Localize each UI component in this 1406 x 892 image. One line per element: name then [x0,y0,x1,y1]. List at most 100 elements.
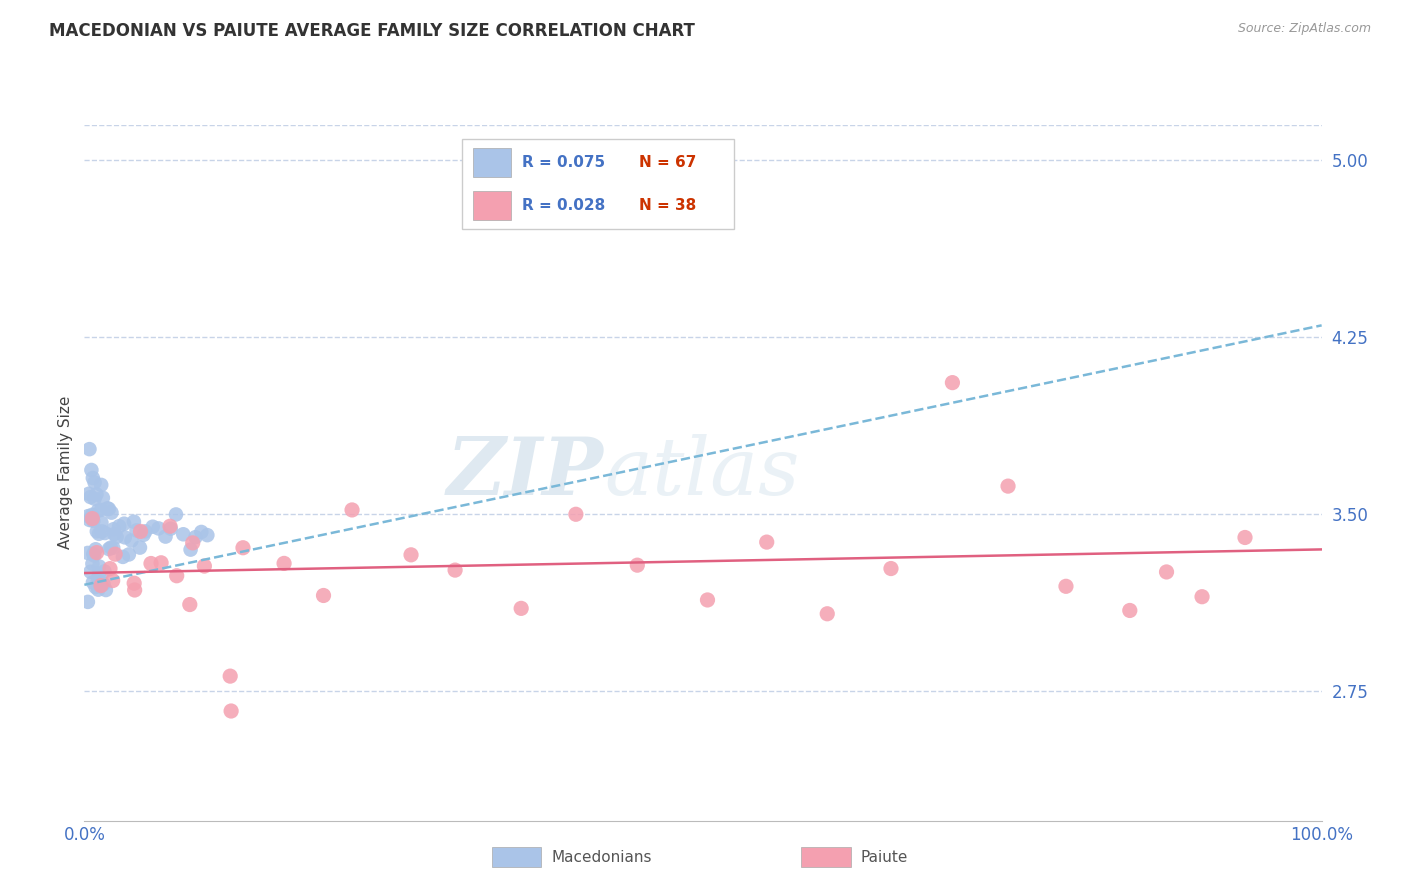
Point [97,542,120,557]
Point [150,556,173,570]
Point [696,593,718,607]
Point [195,528,218,542]
Text: atlas: atlas [605,434,800,511]
Point [118,548,141,562]
Point [91,491,114,505]
Point [94,582,117,597]
Point [83,475,105,490]
Point [134,524,156,539]
Point [340,503,363,517]
Point [165,508,187,522]
Point [93,577,115,591]
Point [125,524,148,538]
Point [82,514,104,528]
Point [139,557,162,571]
Point [132,528,155,542]
Point [84,542,107,557]
Point [96,501,118,516]
Point [86,487,108,501]
Point [98,561,121,575]
Point [82,508,104,522]
Point [103,527,125,541]
Text: Macedonians: Macedonians [551,850,651,864]
Point [87,504,110,518]
Point [101,574,124,588]
Point [122,515,145,529]
Point [184,530,207,544]
Point [93,565,115,579]
Point [181,536,204,550]
Point [121,533,143,548]
Point [179,598,201,612]
Point [80,463,103,477]
Point [626,558,648,573]
Point [90,516,112,530]
Point [82,547,104,561]
Point [87,526,110,541]
Point [100,541,122,555]
Point [129,524,152,539]
Point [79,565,101,579]
Text: MACEDONIAN VS PAIUTE AVERAGE FAMILY SIZE CORRELATION CHART: MACEDONIAN VS PAIUTE AVERAGE FAMILY SIZE… [49,22,695,40]
Point [1119,603,1142,617]
Point [312,589,335,603]
Point [105,530,128,544]
Point [273,557,295,571]
Point [159,522,181,536]
Point [997,479,1019,493]
Point [1156,565,1178,579]
Point [83,491,105,506]
Point [510,601,533,615]
Point [79,490,101,504]
Point [89,559,111,574]
Point [104,547,127,561]
Point [108,519,131,533]
Text: ZIP: ZIP [447,434,605,511]
Point [172,527,194,541]
Point [1054,579,1077,593]
Point [97,502,120,516]
Point [815,607,838,621]
Point [114,530,136,544]
Point [159,519,181,533]
Point [148,521,170,535]
Point [90,478,112,492]
Point [444,563,467,577]
Point [79,442,101,457]
Point [82,511,104,525]
Point [180,542,202,557]
Point [87,566,110,581]
Point [82,471,104,485]
Point [87,582,110,597]
Point [941,376,963,390]
Point [94,526,117,541]
Point [90,578,112,592]
Point [76,546,98,560]
Point [90,524,112,539]
Point [142,519,165,533]
Point [219,704,242,718]
Point [100,506,122,520]
Point [77,595,100,609]
Point [86,524,108,539]
Point [84,580,107,594]
Point [87,574,110,589]
Point [82,575,104,590]
Point [77,487,100,501]
Point [129,541,152,555]
Point [232,541,254,555]
Point [155,530,177,544]
Y-axis label: Average Family Size: Average Family Size [58,396,73,549]
Point [79,513,101,527]
Point [90,503,112,517]
Point [219,669,242,683]
Point [103,522,125,536]
Point [1191,590,1213,604]
Point [111,549,134,564]
Text: Source: ZipAtlas.com: Source: ZipAtlas.com [1237,22,1371,36]
Point [112,516,135,531]
Point [190,524,212,539]
Point [399,548,422,562]
Point [83,549,105,563]
Point [166,568,188,582]
